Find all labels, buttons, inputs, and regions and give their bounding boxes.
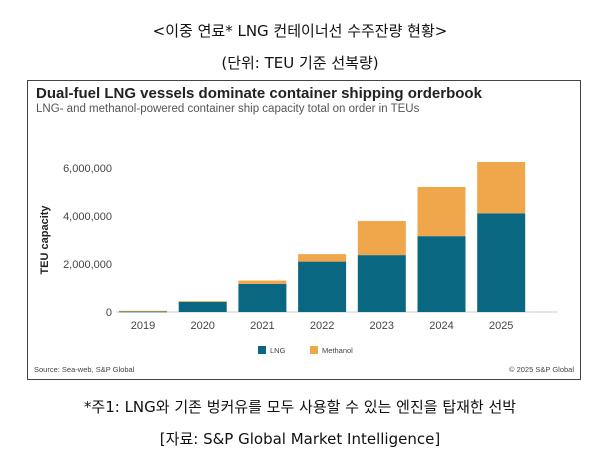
bar-methanol-2021	[238, 280, 287, 284]
y-axis-label: TEU capacity	[39, 205, 51, 275]
y-tick-label: 0	[106, 307, 112, 319]
bar-lng-2020	[178, 301, 227, 312]
bar-methanol-2022	[298, 254, 347, 262]
x-tick-label: 2019	[131, 320, 155, 332]
chart-frame: Dual-fuel LNG vessels dominate container…	[27, 80, 581, 380]
footnote: *주1: LNG와 기존 벙커유를 모두 사용할 수 있는 엔진을 탑재한 선박	[83, 398, 517, 416]
chart-title: Dual-fuel LNG vessels dominate container…	[36, 85, 482, 102]
x-tick-label: 2024	[429, 320, 453, 332]
bar-methanol-2025	[477, 162, 526, 214]
page-title: <이중 연료* LNG 컨테이너선 수주잔량 현황>	[152, 22, 448, 40]
bar-lng-2019	[119, 311, 167, 313]
legend-swatch-lng	[258, 346, 266, 354]
x-tick-label: 2021	[250, 320, 274, 332]
bar-lng-2024	[417, 236, 466, 312]
bar-methanol-2020	[178, 301, 227, 302]
y-tick-label: 2,000,000	[63, 259, 112, 271]
chart-plot: 0 2,000,000 4,000,000 6,000,000 TEU capacity…	[39, 162, 558, 355]
y-tick-label: 4,000,000	[63, 211, 112, 223]
bar-lng-2021	[238, 283, 287, 312]
y-tick-label: 6,000,000	[63, 163, 112, 175]
bar-methanol-2023	[357, 221, 406, 256]
x-tick-label: 2023	[370, 320, 394, 332]
legend-label-lng: LNG	[270, 346, 286, 355]
source-note: [자료: S&P Global Market Intelligence]	[159, 430, 441, 448]
x-tick-label: 2022	[310, 320, 334, 332]
bar-lng-2025	[477, 213, 526, 312]
unit-label: (단위: TEU 기준 선복량)	[221, 54, 379, 72]
chart-source: Source: Sea-web, S&P Global	[34, 365, 135, 374]
chart-subtitle: LNG- and methanol-powered container ship…	[36, 103, 420, 115]
bar-methanol-2024	[417, 186, 466, 237]
bar-lng-2023	[357, 255, 406, 312]
bar-lng-2022	[298, 261, 347, 312]
chart-copyright: © 2025 S&P Global	[508, 365, 574, 374]
legend-label-methanol: Methanol	[322, 346, 353, 355]
x-tick-label: 2020	[190, 320, 214, 332]
x-tick-label: 2025	[489, 320, 513, 332]
bar-methanol-2019	[119, 310, 167, 312]
legend-swatch-methanol	[310, 346, 318, 354]
